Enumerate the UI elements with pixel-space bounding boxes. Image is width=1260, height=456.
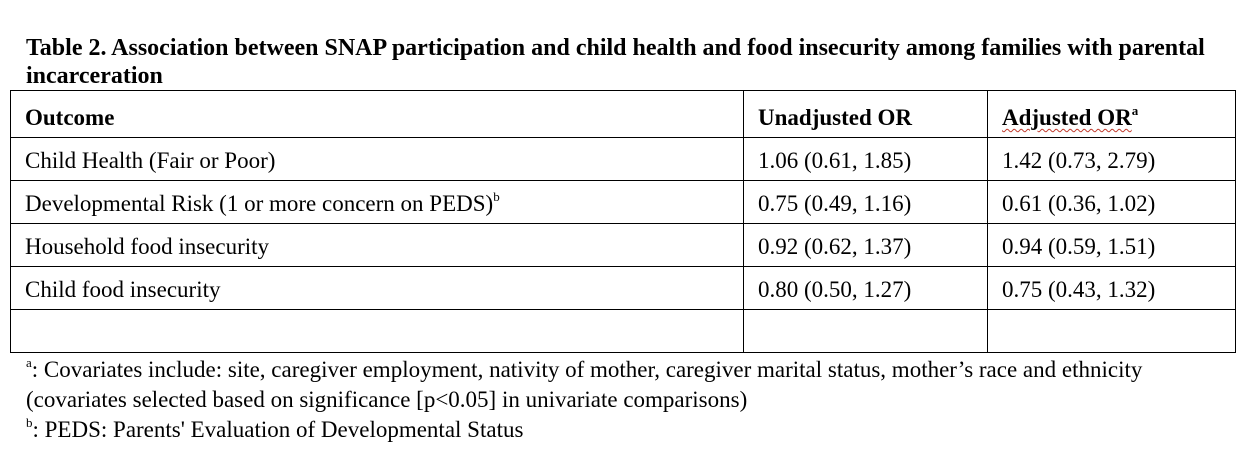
cell-adjusted: 1.42 (0.73, 2.79) bbox=[987, 137, 1236, 181]
header-adjusted-or-label: Adjusted OR bbox=[1002, 105, 1132, 130]
cell-unadjusted: 0.80 (0.50, 1.27) bbox=[743, 266, 988, 310]
footnote-marker-b: b bbox=[493, 189, 500, 204]
cell-outcome: Household food insecurity bbox=[10, 223, 744, 267]
footnote-b: b: PEDS: Parents' Evaluation of Developm… bbox=[26, 415, 524, 442]
header-adjusted-or: Adjusted ORa bbox=[987, 90, 1236, 138]
cell-unadjusted: 0.75 (0.49, 1.16) bbox=[743, 180, 988, 224]
cell-adjusted: 0.61 (0.36, 1.02) bbox=[987, 180, 1236, 224]
cell-unadjusted: 0.92 (0.62, 1.37) bbox=[743, 223, 988, 267]
cell-adjusted bbox=[987, 309, 1236, 353]
table-row: Household food insecurity 0.92 (0.62, 1.… bbox=[10, 223, 1236, 267]
header-unadjusted-or: Unadjusted OR bbox=[743, 90, 988, 138]
cell-outcome bbox=[10, 309, 744, 353]
cell-adjusted: 0.75 (0.43, 1.32) bbox=[987, 266, 1236, 310]
cell-outcome: Child food insecurity bbox=[10, 266, 744, 310]
table-caption: Table 2. Association between SNAP partic… bbox=[26, 35, 1205, 89]
table-row: Child Health (Fair or Poor) 1.06 (0.61, … bbox=[10, 137, 1236, 181]
cell-unadjusted bbox=[743, 309, 988, 353]
table-header-row: Outcome Unadjusted OR Adjusted ORa bbox=[10, 90, 1236, 138]
table-row: Developmental Risk (1 or more concern on… bbox=[10, 180, 1236, 224]
cell-unadjusted: 1.06 (0.61, 1.85) bbox=[743, 137, 988, 181]
table-row-empty bbox=[10, 309, 1236, 353]
document-page: Table 2. Association between SNAP partic… bbox=[10, 34, 1236, 445]
cell-adjusted: 0.94 (0.59, 1.51) bbox=[987, 223, 1236, 267]
cell-outcome: Developmental Risk (1 or more concern on… bbox=[10, 180, 744, 224]
table-row: Child food insecurity 0.80 (0.50, 1.27) … bbox=[10, 266, 1236, 310]
cell-outcome: Child Health (Fair or Poor) bbox=[10, 137, 744, 181]
header-outcome: Outcome bbox=[10, 90, 744, 138]
footnote-marker-a: a bbox=[1131, 103, 1139, 118]
footnote-a: a: Covariates include: site, caregiver e… bbox=[26, 355, 1143, 412]
footnotes: a: Covariates include: site, caregiver e… bbox=[10, 355, 1235, 445]
results-table: Outcome Unadjusted OR Adjusted ORa Child… bbox=[10, 90, 1236, 353]
